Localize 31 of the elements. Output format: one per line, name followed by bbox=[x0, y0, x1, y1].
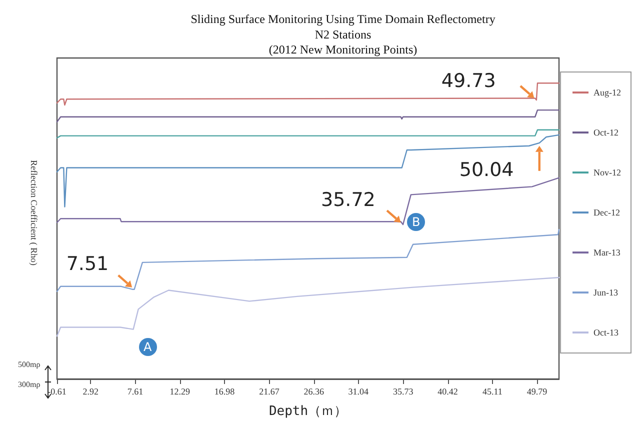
x-tick-label: 26.36 bbox=[304, 386, 324, 396]
x-tick-label: 31.04 bbox=[348, 386, 370, 396]
text: 500mρ bbox=[18, 360, 40, 369]
x-tick-label: 49.79 bbox=[526, 386, 548, 396]
legend-label: Dec-12 bbox=[594, 208, 620, 218]
annotation: A bbox=[138, 338, 157, 356]
x-tick-label: 21.67 bbox=[259, 386, 280, 396]
x-tick-label: 16.98 bbox=[214, 386, 236, 396]
legend-label: Nov-12 bbox=[594, 168, 622, 178]
annotation: 35.72 bbox=[321, 188, 376, 211]
annotation: 49.73 bbox=[441, 70, 496, 92]
chart-subtitle: N2 Stations (2012 New Monitoring Points) bbox=[268, 28, 418, 56]
legend-label: Mar-13 bbox=[594, 248, 621, 258]
x-axis-title: Depth（ｍ） bbox=[268, 404, 348, 419]
legend-label: Oct-12 bbox=[594, 128, 619, 138]
x-tick-label: 12.29 bbox=[170, 386, 190, 396]
legend-label: Aug-12 bbox=[594, 88, 622, 98]
legend-label: Jun-13 bbox=[594, 288, 619, 298]
legend-label: Oct-13 bbox=[594, 328, 619, 338]
text: 300mρ bbox=[18, 380, 40, 389]
chart-title: Sliding Surface Monitoring Using Time Domain Reflectometry bbox=[190, 12, 496, 26]
x-tick-label: 2.92 bbox=[82, 386, 98, 396]
y-axis-title: Reflection Coefficient ( Rho) bbox=[29, 160, 39, 266]
x-tick-label: -0.61 bbox=[48, 386, 66, 396]
x-tick-label: 45.11 bbox=[482, 386, 502, 396]
annotation: 7.51 bbox=[66, 253, 109, 276]
x-tick-label: 7.61 bbox=[127, 386, 144, 396]
annotation: 50.04 bbox=[459, 158, 514, 181]
x-tick-label: 40.42 bbox=[438, 386, 458, 396]
annotation: B bbox=[407, 212, 426, 231]
x-tick-label: 35.73 bbox=[392, 386, 414, 396]
